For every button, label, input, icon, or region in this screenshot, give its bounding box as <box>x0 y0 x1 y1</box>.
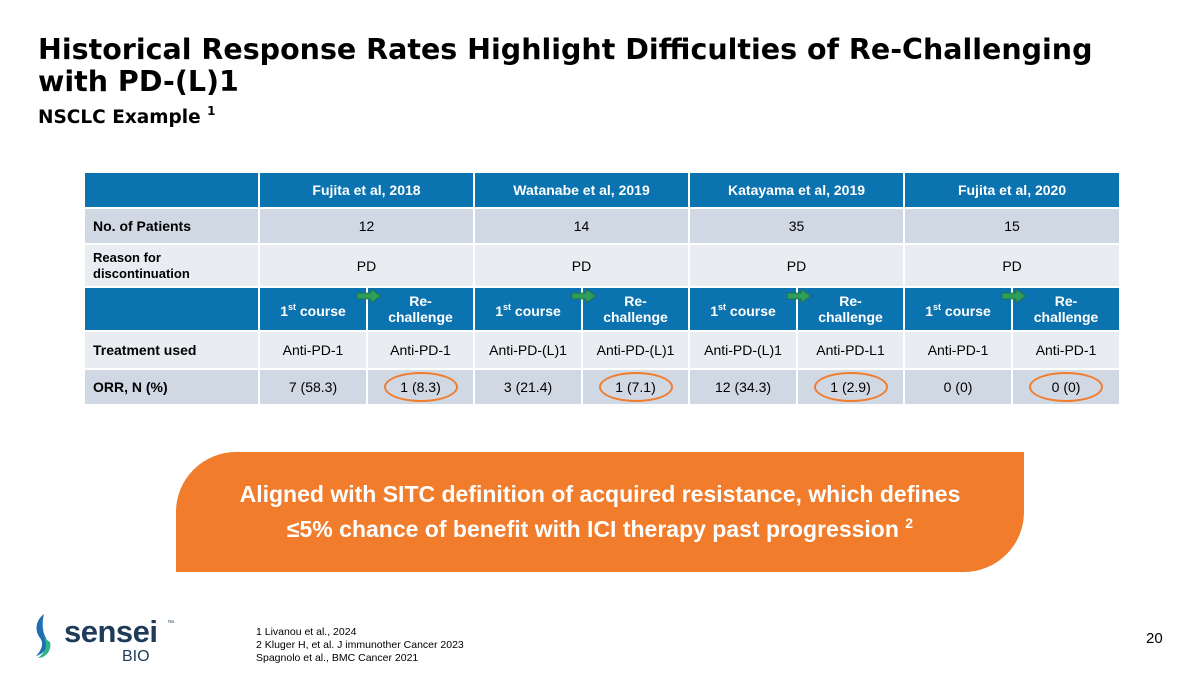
course-label: course <box>296 303 346 319</box>
treatment-cell: Anti-PD-L1 <box>796 330 906 370</box>
orr-cell: 0 (0) <box>903 368 1014 406</box>
orr-row: ORR, N (%) 7 (58.3) 1 (8.3) 3 (21.4) 1 (… <box>83 368 1122 406</box>
logo-suffix: BIO <box>122 648 150 665</box>
logo-trademark: ™ <box>167 620 174 627</box>
first-course-header: 1st course <box>903 286 1014 332</box>
rechallenge-line-2: challenge <box>1033 309 1099 325</box>
reason-cell: PD <box>903 243 1122 288</box>
reason-row: Reason for discontinuation PD PD PD PD <box>83 243 1122 288</box>
footnote-references: 1 Livanou et al., 2024 2 Kluger H, et al… <box>256 626 464 665</box>
callout-line-2-text: ≤5% chance of benefit with ICI therapy p… <box>286 516 899 542</box>
orr-cell: 12 (34.3) <box>688 368 799 406</box>
callout-line-1: Aligned with SITC definition of acquired… <box>239 481 961 507</box>
rechallenge-line-1: Re- <box>624 293 647 309</box>
first-course-header: 1st course <box>258 286 368 332</box>
patients-cell: 12 <box>257 207 476 245</box>
rechallenge-line-1: Re- <box>1054 293 1078 309</box>
course-number: 1 <box>495 303 503 319</box>
treatment-label: Treatment used <box>83 330 260 370</box>
logo-wordmark: sensei <box>64 614 158 649</box>
treatment-cell: Anti-PD-(L)1 <box>581 330 691 370</box>
highlight-circle <box>383 372 458 402</box>
rechallenge-header: Re-challenge <box>786 286 906 332</box>
course-ordinal: st <box>287 302 296 312</box>
treatment-cell: Anti-PD-(L)1 <box>688 330 799 370</box>
sitc-callout: Aligned with SITC definition of acquired… <box>176 452 1024 572</box>
course-ordinal: st <box>503 302 512 312</box>
rechallenge-header: Re-challenge <box>1001 286 1122 332</box>
callout-line-2: ≤5% chance of benefit with ICI therapy p… <box>287 509 913 544</box>
treatment-cell: Anti-PD-1 <box>365 330 476 370</box>
study-header: Katayama et al, 2019 <box>688 171 906 209</box>
patients-label: No. of Patients <box>83 207 260 245</box>
study-header: Fujita et al, 2018 <box>257 171 476 209</box>
course-number: 1 <box>925 303 934 319</box>
treatment-cell: Anti-PD-1 <box>1011 330 1122 370</box>
rechallenge-line-1: Re- <box>839 293 862 309</box>
course-ordinal: st <box>933 302 942 312</box>
orr-label: ORR, N (%) <box>83 368 260 406</box>
orr-cell: 3 (21.4) <box>473 368 584 406</box>
patients-cell: 15 <box>903 207 1122 245</box>
rechallenge-line-2: challenge <box>603 309 668 325</box>
first-course-header: 1st course <box>688 286 799 332</box>
orr-cell: 7 (58.3) <box>258 368 368 406</box>
callout-reference: 2 <box>905 515 914 531</box>
reason-cell: PD <box>257 243 476 288</box>
first-course-header: 1st course <box>473 286 584 332</box>
course-number: 1 <box>710 303 718 319</box>
reference-item: 1 Livanou et al., 2024 <box>256 626 357 638</box>
right-arrow-icon <box>1001 289 1027 303</box>
subtitle-reference: 1 <box>207 104 216 118</box>
reference-item: 2 Kluger H, et al. J immunother Cancer 2… <box>256 639 464 651</box>
empty-subheader-cell <box>83 286 260 332</box>
course-label: course <box>941 303 991 319</box>
patients-cell: 35 <box>688 207 906 245</box>
slide-subtitle: NSCLC Example 1 <box>38 100 215 129</box>
rechallenge-line-2: challenge <box>818 309 883 325</box>
orr-cell-highlighted: 0 (0) <box>1011 368 1122 406</box>
course-ordinal: st <box>718 302 727 312</box>
right-arrow-icon <box>786 289 812 303</box>
right-arrow-icon <box>356 289 382 303</box>
rechallenge-header: Re-challenge <box>356 286 476 332</box>
right-arrow-icon <box>571 289 597 303</box>
course-header-row: 1st course Re-challenge 1st course Re-ch… <box>83 286 1122 332</box>
reference-item: Spagnolo et al., BMC Cancer 2021 <box>256 652 419 664</box>
highlight-circle <box>1029 372 1104 402</box>
rechallenge-line-1: Re- <box>409 293 432 309</box>
course-label: course <box>511 303 561 319</box>
response-rate-table: Fujita et al, 2018 Watanabe et al, 2019 … <box>83 171 1122 406</box>
sensei-logo-mark <box>36 614 51 658</box>
treatment-row: Treatment used Anti-PD-1 Anti-PD-1 Anti-… <box>83 330 1122 370</box>
reason-cell: PD <box>473 243 691 288</box>
slide-title: Historical Response Rates Highlight Diff… <box>38 33 1093 98</box>
empty-header-cell <box>83 171 260 209</box>
study-header: Fujita et al, 2020 <box>903 171 1122 209</box>
subtitle-text: NSCLC Example <box>38 107 201 128</box>
orr-cell-highlighted: 1 (7.1) <box>581 368 691 406</box>
treatment-cell: Anti-PD-1 <box>903 330 1014 370</box>
patients-cell: 14 <box>473 207 691 245</box>
study-header-row: Fujita et al, 2018 Watanabe et al, 2019 … <box>83 171 1122 209</box>
treatment-cell: Anti-PD-1 <box>258 330 368 370</box>
page-number: 20 <box>1146 630 1163 647</box>
orr-cell-highlighted: 1 (8.3) <box>365 368 476 406</box>
patients-row: No. of Patients 12 14 35 15 <box>83 207 1122 245</box>
reason-label: Reason for discontinuation <box>83 243 260 288</box>
reason-cell: PD <box>688 243 906 288</box>
course-number: 1 <box>280 303 288 319</box>
highlight-circle <box>598 372 673 402</box>
rechallenge-line-2: challenge <box>388 309 453 325</box>
orr-cell-highlighted: 1 (2.9) <box>796 368 906 406</box>
study-header: Watanabe et al, 2019 <box>473 171 691 209</box>
treatment-cell: Anti-PD-(L)1 <box>473 330 584 370</box>
rechallenge-header: Re-challenge <box>571 286 691 332</box>
highlight-circle <box>813 372 888 402</box>
course-label: course <box>726 303 776 319</box>
